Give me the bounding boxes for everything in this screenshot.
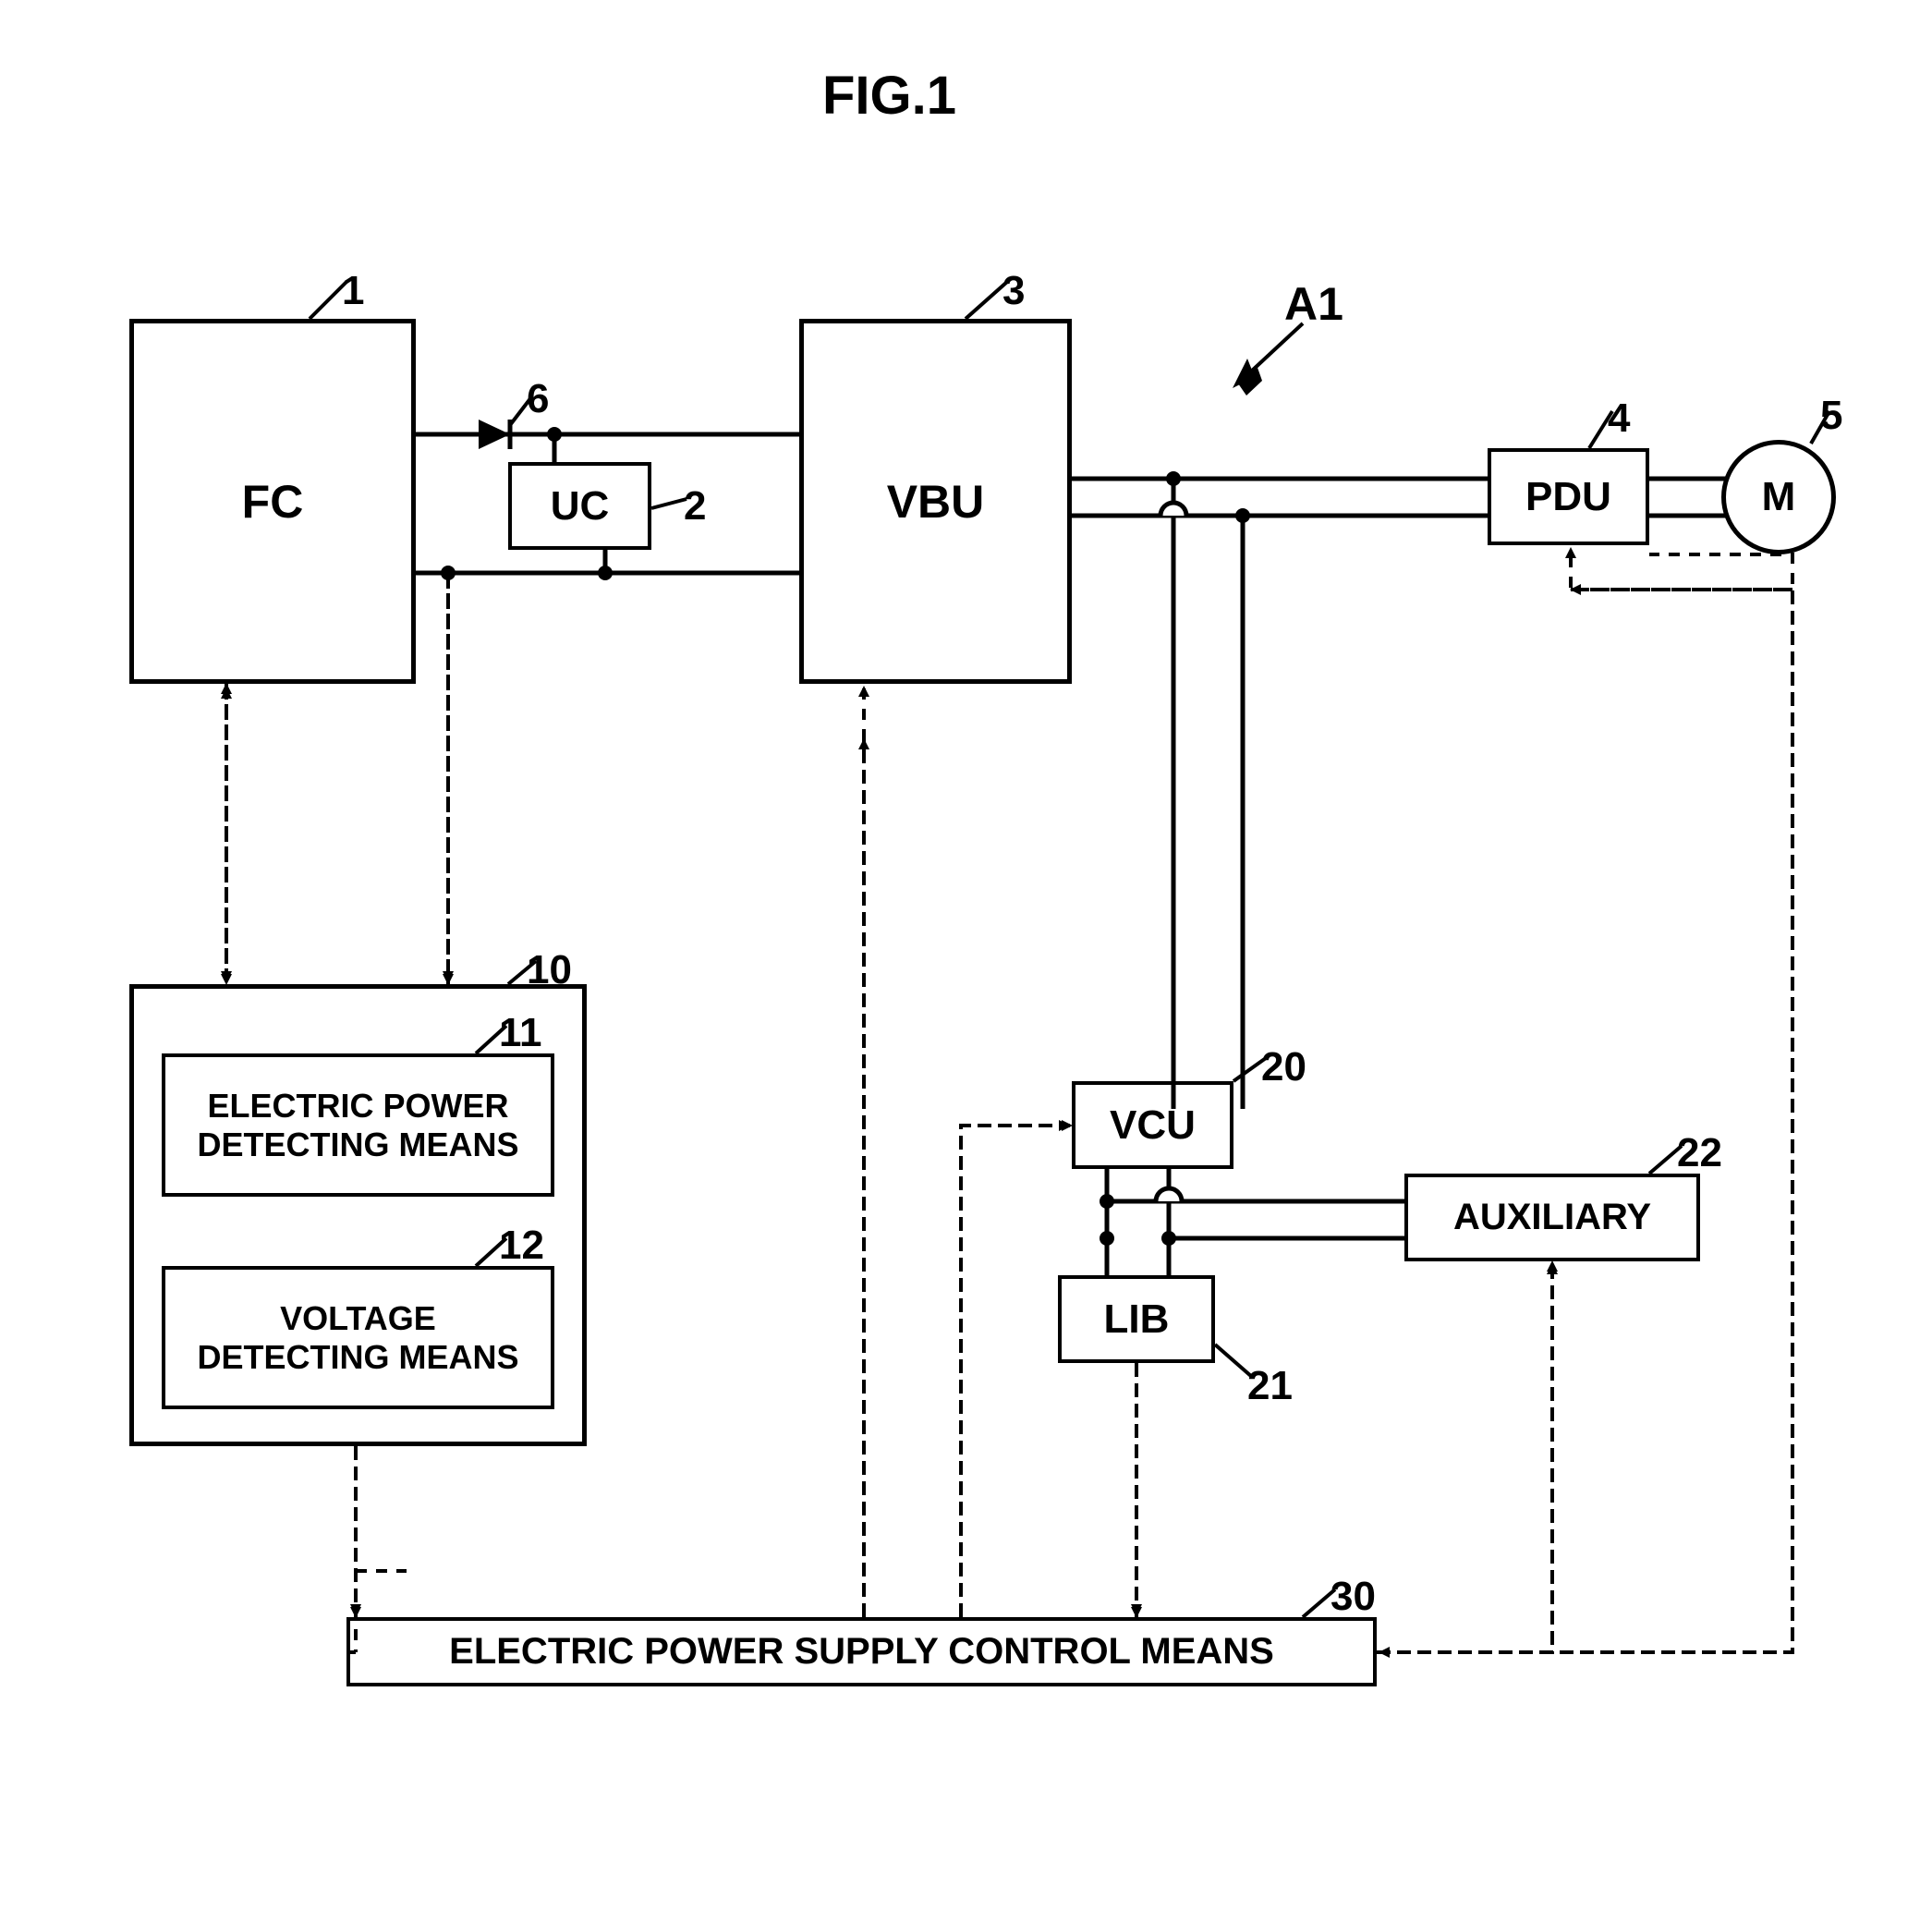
label-1: 1	[342, 268, 364, 314]
block-auxiliary: AUXILIARY	[1404, 1174, 1700, 1261]
label-12: 12	[499, 1223, 544, 1269]
label-22: 22	[1677, 1130, 1722, 1176]
label-3: 3	[1002, 268, 1025, 314]
label-5: 5	[1820, 393, 1842, 439]
wiring-overlay	[37, 37, 1895, 1874]
label-20: 20	[1261, 1044, 1306, 1090]
block-voltage-detecting: VOLTAGE DETECTING MEANS	[162, 1266, 554, 1409]
label-21: 21	[1247, 1363, 1293, 1409]
label-11: 11	[499, 1010, 542, 1056]
block-motor: M	[1721, 440, 1836, 554]
system-label: A1	[1284, 277, 1343, 331]
label-4: 4	[1608, 396, 1630, 442]
block-vcu: VCU	[1072, 1081, 1233, 1169]
block-pdu: PDU	[1488, 448, 1649, 545]
label-30: 30	[1331, 1574, 1376, 1620]
block-lib: LIB	[1058, 1275, 1215, 1363]
block-power-supply-control: ELECTRIC POWER SUPPLY CONTROL MEANS	[346, 1617, 1377, 1686]
label-2: 2	[684, 483, 706, 529]
label-6: 6	[527, 376, 549, 422]
block-uc: UC	[508, 462, 651, 550]
diagram-canvas: FIG.1 A1 FC UC VBU PDU M VCU LIB AUXILIA…	[37, 37, 1895, 1874]
label-10: 10	[527, 947, 572, 993]
block-electric-power-detecting: ELECTRIC POWER DETECTING MEANS	[162, 1053, 554, 1197]
block-fc: FC	[129, 319, 416, 684]
block-vbu: VBU	[799, 319, 1072, 684]
figure-title: FIG.1	[822, 65, 956, 127]
